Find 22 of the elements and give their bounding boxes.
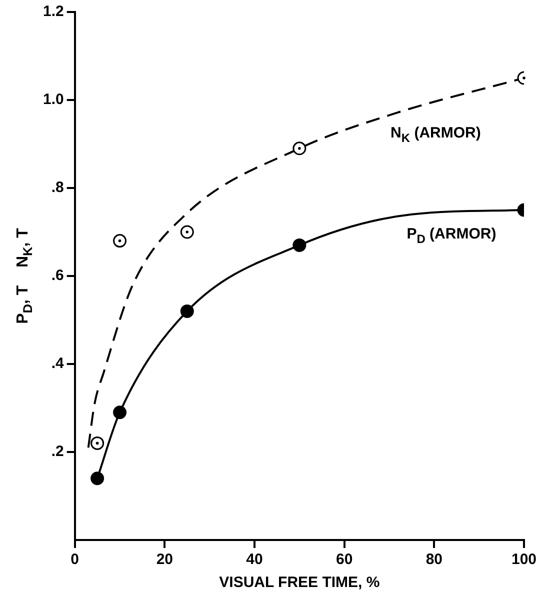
- y-tick-label: .4: [51, 355, 65, 372]
- y-tick-label: .8: [51, 179, 64, 196]
- point: [180, 304, 194, 318]
- y-tick-label: .2: [51, 443, 64, 460]
- point: [292, 142, 306, 156]
- x-tick-label: 0: [70, 551, 80, 568]
- point: [113, 234, 127, 248]
- point: [113, 406, 127, 420]
- x-tick-label: 20: [156, 551, 174, 568]
- y-axis-title: PD, T NK, T: [14, 228, 35, 324]
- y-tick-label: .6: [51, 267, 64, 284]
- point: [180, 225, 194, 239]
- point: [90, 436, 104, 450]
- y-tick-label: 1.2: [42, 3, 64, 20]
- x-tick-label: 60: [336, 551, 353, 568]
- point: [90, 472, 104, 486]
- x-tick-label: 40: [246, 551, 263, 568]
- x-axis-title: VISUAL FREE TIME, %: [219, 574, 380, 592]
- x-tick-label: 100: [511, 551, 537, 568]
- point: [292, 238, 306, 252]
- x-tick-label: 80: [426, 551, 443, 568]
- y-tick-label: 1.0: [42, 91, 64, 108]
